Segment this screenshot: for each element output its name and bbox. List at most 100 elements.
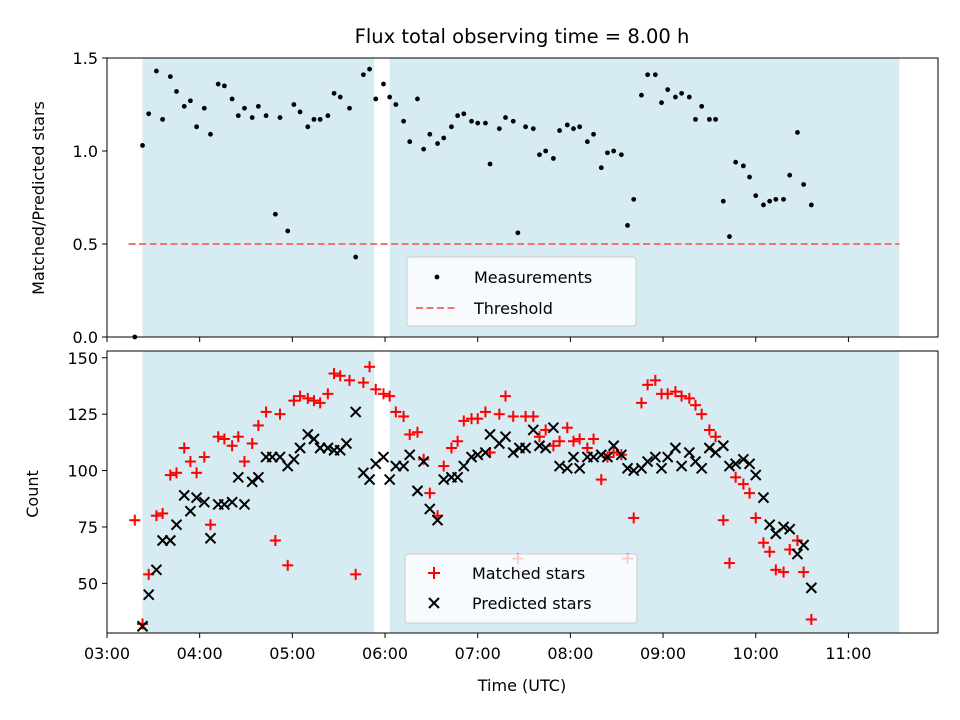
predicted-star-point [178,489,190,502]
matched-star-point [595,474,607,486]
bottom-y-tick-label: 125 [67,405,98,424]
matched-star-point [689,399,701,411]
measurement-point [577,124,583,130]
matched-star-point [404,428,416,440]
legend-measurements-label: Measurements [474,268,592,287]
measurement-point [407,139,413,145]
measurement-point [591,131,596,137]
measurement-point [487,161,493,167]
x-tick-label: 06:00 [362,644,408,663]
matched-star-point [770,564,782,576]
predicted-star-point [308,433,320,445]
matched-star-point [334,370,346,382]
measurement-point [483,120,488,126]
measurement-point [285,228,291,234]
measurement-point [461,111,467,117]
measurement-point [523,124,528,130]
predicted-star-point [669,442,682,454]
predicted-star-point [204,532,217,544]
matched-star-point [649,374,661,386]
matched-star-point [642,379,654,391]
matched-star-point [791,535,803,547]
bottom-panel-points [129,361,818,632]
bottom-panel-ticks: 50 75 100 125 150 03:00 04:00 05:00 06:00 07:00 08… [67,349,871,663]
predicted-star-point [533,440,546,452]
matched-star-point [717,514,729,526]
matched-star-point [527,410,539,422]
observing-window-1 [142,58,375,337]
matched-star-point [344,374,356,386]
top-y-tick-label: 0.0 [73,328,98,347]
predicted-star-point [363,473,376,486]
predicted-star-point [723,460,736,472]
matched-star-point [744,487,756,499]
measurement-point [297,109,303,115]
x-tick-label: 11:00 [825,644,871,663]
predicted-star-point [791,548,804,560]
measurement-point [167,74,173,79]
matched-star-point [500,390,512,402]
matched-star-point [805,613,817,625]
matched-star-point [696,408,708,420]
measurement-point [331,90,337,96]
measurement-point [645,72,651,78]
predicted-star-point [561,462,574,475]
measurement-point [787,172,793,178]
predicted-star-point [238,498,251,511]
matched-star-point [472,413,484,425]
predicted-star-point [777,521,790,533]
matched-star-point [662,388,674,400]
measurement-point [421,146,427,152]
measurement-point [255,103,261,109]
measurement-point [652,72,658,78]
matched-star-point [171,467,183,479]
measurement-point [571,126,576,132]
predicted-star-point [595,449,607,461]
measurement-point [367,66,372,72]
measurement-point [387,94,393,100]
measurement-point [631,196,637,202]
predicted-star-point [750,469,762,481]
matched-star-point [757,537,769,549]
measurement-point [733,159,739,165]
matched-star-point [274,408,286,420]
measurement-point [235,113,241,119]
predicted-star-point [737,453,750,465]
matched-star-point [750,512,762,524]
matched-star-point [226,440,238,452]
matched-star-point [384,390,396,402]
measurement-point [154,68,159,74]
measurement-point [475,120,481,126]
matched-star-point [683,392,695,404]
measurement-point [188,98,193,104]
matched-star-point [778,566,790,578]
predicted-star-point [717,440,730,452]
predicted-star-point [294,442,306,454]
bottom-y-axis-label: Count [23,470,42,518]
matched-star-point [507,410,519,422]
measurement-point [215,81,221,87]
measurement-point [550,156,556,161]
matched-star-point [574,433,586,445]
predicted-star-point [567,451,580,463]
matched-star-point [302,392,314,404]
predicted-star-point [661,451,674,463]
predicted-star-point [539,442,552,454]
measurement-point [740,163,746,169]
predicted-star-point [274,451,286,463]
measurement-point [337,94,343,100]
matched-star-point [212,431,224,443]
matched-star-point [608,447,620,459]
legend-matched-marker [428,567,440,579]
matched-star-point [635,397,647,409]
matched-star-point [703,424,715,436]
measurement-point [564,122,570,128]
matched-star-point [150,510,162,522]
measurement-point [469,118,474,124]
matched-star-point [798,566,810,578]
predicted-star-point [340,437,353,450]
predicted-star-point [150,564,163,576]
matched-star-point [479,406,491,418]
matched-star-point [390,406,402,418]
